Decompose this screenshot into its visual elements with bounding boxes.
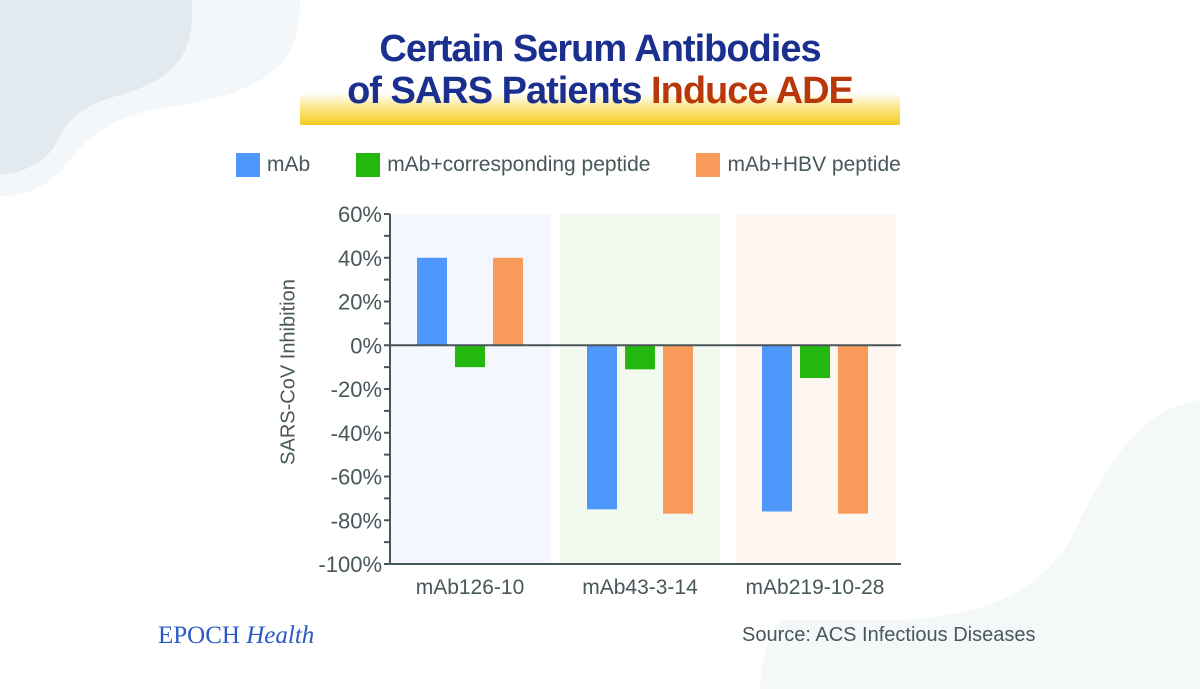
legend-label: mAb [267, 153, 311, 176]
logo-sub: Health [246, 622, 315, 649]
legend-swatch [236, 153, 260, 177]
legend-swatch [696, 153, 721, 177]
title-main: of SARS Patients [347, 70, 642, 112]
legend-swatch [356, 153, 381, 177]
legend-label: mAb+HBV peptide [727, 153, 901, 176]
epoch-health-logo: EPOCH Health [158, 622, 314, 650]
title-line-1: Certain Serum Antibodies [379, 28, 821, 70]
legend-item-mab: mAb [236, 153, 310, 177]
title-accent: Induce ADE [651, 70, 854, 112]
legend: mAb mAb+corresponding peptide mAb+HBV pe… [236, 151, 947, 179]
chart-title: Certain Serum Antibodies of SARS Patient… [300, 28, 900, 112]
title-highlight [300, 93, 900, 125]
legend-label: mAb+corresponding peptide [387, 153, 651, 176]
legend-item-corresponding: mAb+corresponding peptide [356, 153, 650, 177]
logo-main: EPOCH [158, 622, 240, 649]
legend-item-hbv: mAb+HBV peptide [696, 153, 901, 177]
y-axis-label: SARS-CoV Inhibition [277, 279, 300, 465]
source-text: Source: ACS Infectious Diseases [742, 624, 1036, 646]
title-line-2: of SARS Patients Induce ADE [300, 70, 900, 112]
